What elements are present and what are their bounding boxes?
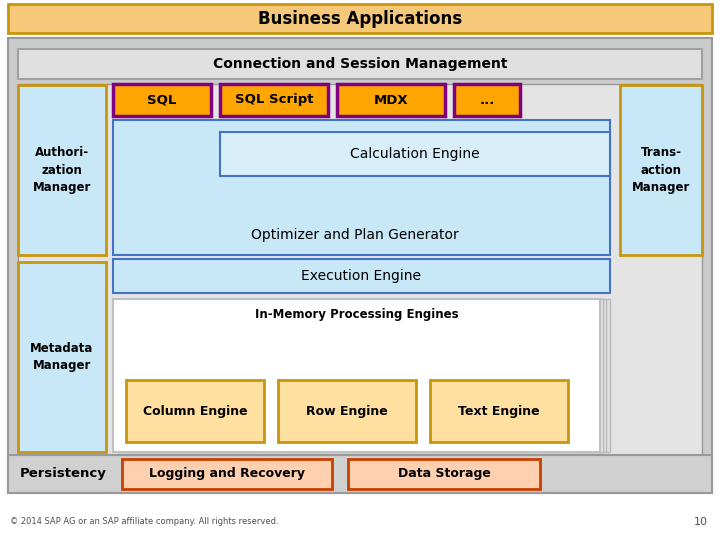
Text: Calculation Engine: Calculation Engine [350,147,480,161]
Bar [337,84,445,116]
Text: 10: 10 [694,517,708,527]
Text: Row Engine: Row Engine [306,404,388,417]
Bar [119,299,606,452]
Bar [430,380,568,442]
Bar [113,84,211,116]
Bar [454,84,520,116]
Bar [348,459,540,489]
Bar [220,84,328,116]
Text: ...: ... [480,93,495,106]
Text: Optimizer and Plan Generator: Optimizer and Plan Generator [251,228,459,242]
Text: Text Engine: Text Engine [458,404,540,417]
Text: Metadata
Manager: Metadata Manager [30,341,94,373]
Text: Persistency: Persistency [19,468,107,481]
Text: Execution Engine: Execution Engine [301,269,421,283]
Bar [8,4,712,33]
Bar [116,299,603,452]
Bar [126,380,264,442]
Bar [8,38,712,493]
Text: Connection and Session Management: Connection and Session Management [212,57,508,71]
Bar [620,85,702,255]
Text: Trans-
action
Manager: Trans- action Manager [632,145,690,194]
Bar [18,49,702,79]
Text: Data Storage: Data Storage [397,468,490,481]
Text: SQL Script: SQL Script [235,93,313,106]
Text: Business Applications: Business Applications [258,10,462,28]
Text: Logging and Recovery: Logging and Recovery [149,468,305,481]
Bar [113,120,610,255]
Bar [18,262,106,452]
Text: Authori-
zation
Manager: Authori- zation Manager [33,145,91,194]
Bar [113,259,610,293]
Text: Column Engine: Column Engine [143,404,247,417]
Bar [8,455,712,493]
Text: In-Memory Processing Engines: In-Memory Processing Engines [255,308,459,321]
Text: SQL: SQL [148,93,176,106]
Bar [122,459,332,489]
Bar [278,380,416,442]
Bar [18,85,106,255]
Bar [123,299,610,452]
Text: © 2014 SAP AG or an SAP affiliate company. All rights reserved.: © 2014 SAP AG or an SAP affiliate compan… [10,517,279,526]
Text: MDX: MDX [374,93,408,106]
Bar [18,84,702,458]
Bar [220,132,610,176]
Bar [113,299,600,452]
